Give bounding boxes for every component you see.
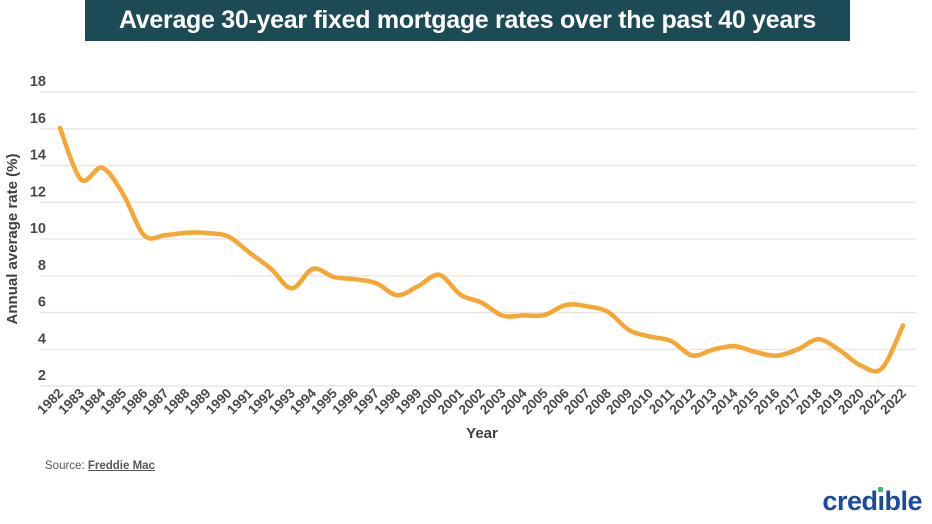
credible-logo-post: ble bbox=[884, 486, 922, 516]
credible-logo: credı ble bbox=[822, 486, 922, 517]
source-label: Source: bbox=[45, 460, 85, 472]
y-tick-label: 14 bbox=[30, 148, 46, 164]
x-axis-title: Year bbox=[466, 425, 498, 442]
rate-line bbox=[57, 125, 906, 374]
y-tick-label: 8 bbox=[38, 258, 46, 274]
title-banner: Average 30-year fixed mortgage rates ove… bbox=[85, 0, 850, 41]
credible-logo-pre: cred bbox=[822, 486, 878, 516]
y-tick-label: 16 bbox=[30, 111, 46, 127]
y-axis-title: Annual average rate (%) bbox=[4, 154, 21, 325]
chart-svg: 2468101214161819821983198419851986198719… bbox=[4, 74, 916, 442]
page-title: Average 30-year fixed mortgage rates ove… bbox=[118, 6, 816, 34]
source-link[interactable]: Freddie Mac bbox=[87, 460, 155, 472]
y-tick-label: 10 bbox=[30, 221, 46, 237]
credible-green-dot-icon bbox=[878, 487, 884, 492]
y-tick-label: 6 bbox=[38, 295, 46, 311]
chart-area: 2 4 6 8 10 12 14 16 18 1982 1983 1984 1985 1986 1987 19… bbox=[0, 40, 932, 460]
y-tick-label: 12 bbox=[30, 184, 46, 200]
source-note: Source: Freddie Mac bbox=[45, 460, 155, 472]
y-tick-label: 18 bbox=[30, 74, 46, 90]
y-tick-label: 4 bbox=[38, 331, 46, 347]
credible-logo-i: ı bbox=[877, 486, 885, 517]
credible-logo-i-stem: ı bbox=[877, 486, 885, 516]
y-tick-label: 2 bbox=[38, 368, 46, 384]
